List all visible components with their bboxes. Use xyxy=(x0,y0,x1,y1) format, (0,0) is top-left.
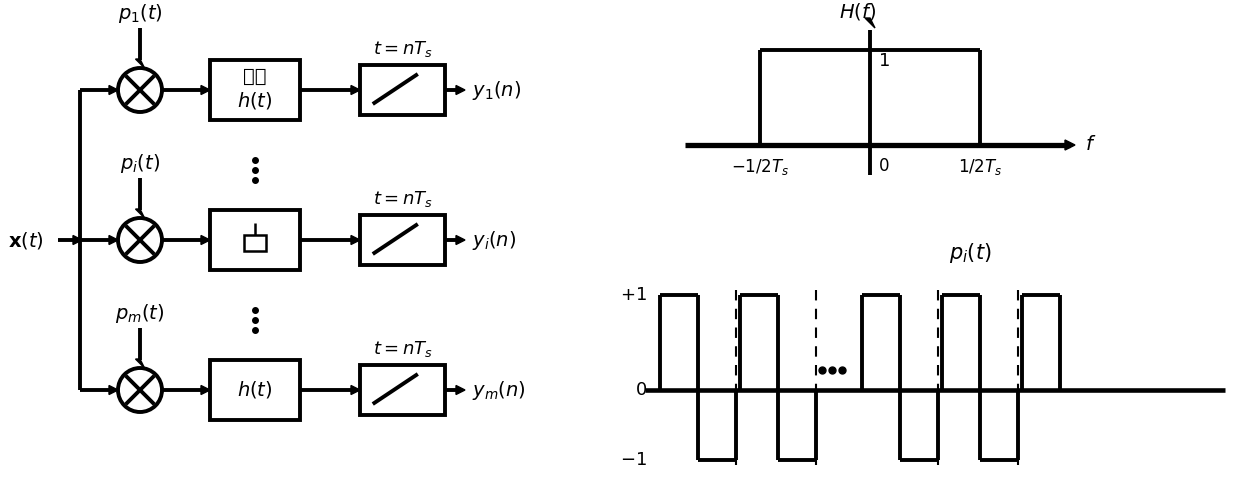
Text: $1/2T_s$: $1/2T_s$ xyxy=(959,157,1002,177)
Polygon shape xyxy=(456,236,465,244)
Polygon shape xyxy=(201,386,210,395)
Polygon shape xyxy=(414,220,422,228)
Text: $y_m(n)$: $y_m(n)$ xyxy=(472,378,526,401)
Text: 低通: 低通 xyxy=(243,68,267,86)
Polygon shape xyxy=(351,236,360,244)
Text: $y_1(n)$: $y_1(n)$ xyxy=(472,79,521,102)
Polygon shape xyxy=(351,85,360,94)
Text: $p_i(t)$: $p_i(t)$ xyxy=(949,241,991,265)
Text: $-1/2T_s$: $-1/2T_s$ xyxy=(732,157,789,177)
Polygon shape xyxy=(414,370,422,377)
Text: $y_i(n)$: $y_i(n)$ xyxy=(472,228,516,251)
Text: $\mathbf{x}(t)$: $\mathbf{x}(t)$ xyxy=(7,229,43,251)
Text: $t = nT_s$: $t = nT_s$ xyxy=(372,39,433,59)
Polygon shape xyxy=(866,18,875,28)
Text: $p_m(t)$: $p_m(t)$ xyxy=(115,302,165,325)
Polygon shape xyxy=(456,386,465,395)
Text: $f$: $f$ xyxy=(1085,136,1096,155)
Text: $0$: $0$ xyxy=(635,381,647,399)
Polygon shape xyxy=(414,70,422,78)
Polygon shape xyxy=(73,236,82,244)
Text: $1$: $1$ xyxy=(878,52,890,70)
Bar xyxy=(360,215,445,265)
Bar xyxy=(210,60,300,120)
Bar xyxy=(360,65,445,115)
Polygon shape xyxy=(135,209,145,218)
Polygon shape xyxy=(351,386,360,395)
Polygon shape xyxy=(109,386,118,395)
Bar xyxy=(210,360,300,420)
Text: $p_i(t)$: $p_i(t)$ xyxy=(120,152,160,175)
Bar xyxy=(210,210,300,270)
Text: $t = nT_s$: $t = nT_s$ xyxy=(372,339,433,359)
Text: $p_1(t)$: $p_1(t)$ xyxy=(118,2,162,25)
Bar xyxy=(360,365,445,415)
Polygon shape xyxy=(456,85,465,94)
Text: $h(t)$: $h(t)$ xyxy=(237,379,273,400)
Polygon shape xyxy=(109,236,118,244)
Text: $H(f)$: $H(f)$ xyxy=(839,1,877,22)
Text: $h(t)$: $h(t)$ xyxy=(237,91,273,111)
Polygon shape xyxy=(109,85,118,94)
Polygon shape xyxy=(201,236,210,244)
Polygon shape xyxy=(1065,140,1075,150)
Polygon shape xyxy=(135,359,145,368)
Text: $-1$: $-1$ xyxy=(620,451,647,469)
Text: $+1$: $+1$ xyxy=(620,286,647,304)
Text: $0$: $0$ xyxy=(878,157,889,175)
Text: $t = nT_s$: $t = nT_s$ xyxy=(372,189,433,209)
Polygon shape xyxy=(253,217,258,222)
Bar xyxy=(244,235,267,251)
Polygon shape xyxy=(201,85,210,94)
Polygon shape xyxy=(135,59,145,68)
